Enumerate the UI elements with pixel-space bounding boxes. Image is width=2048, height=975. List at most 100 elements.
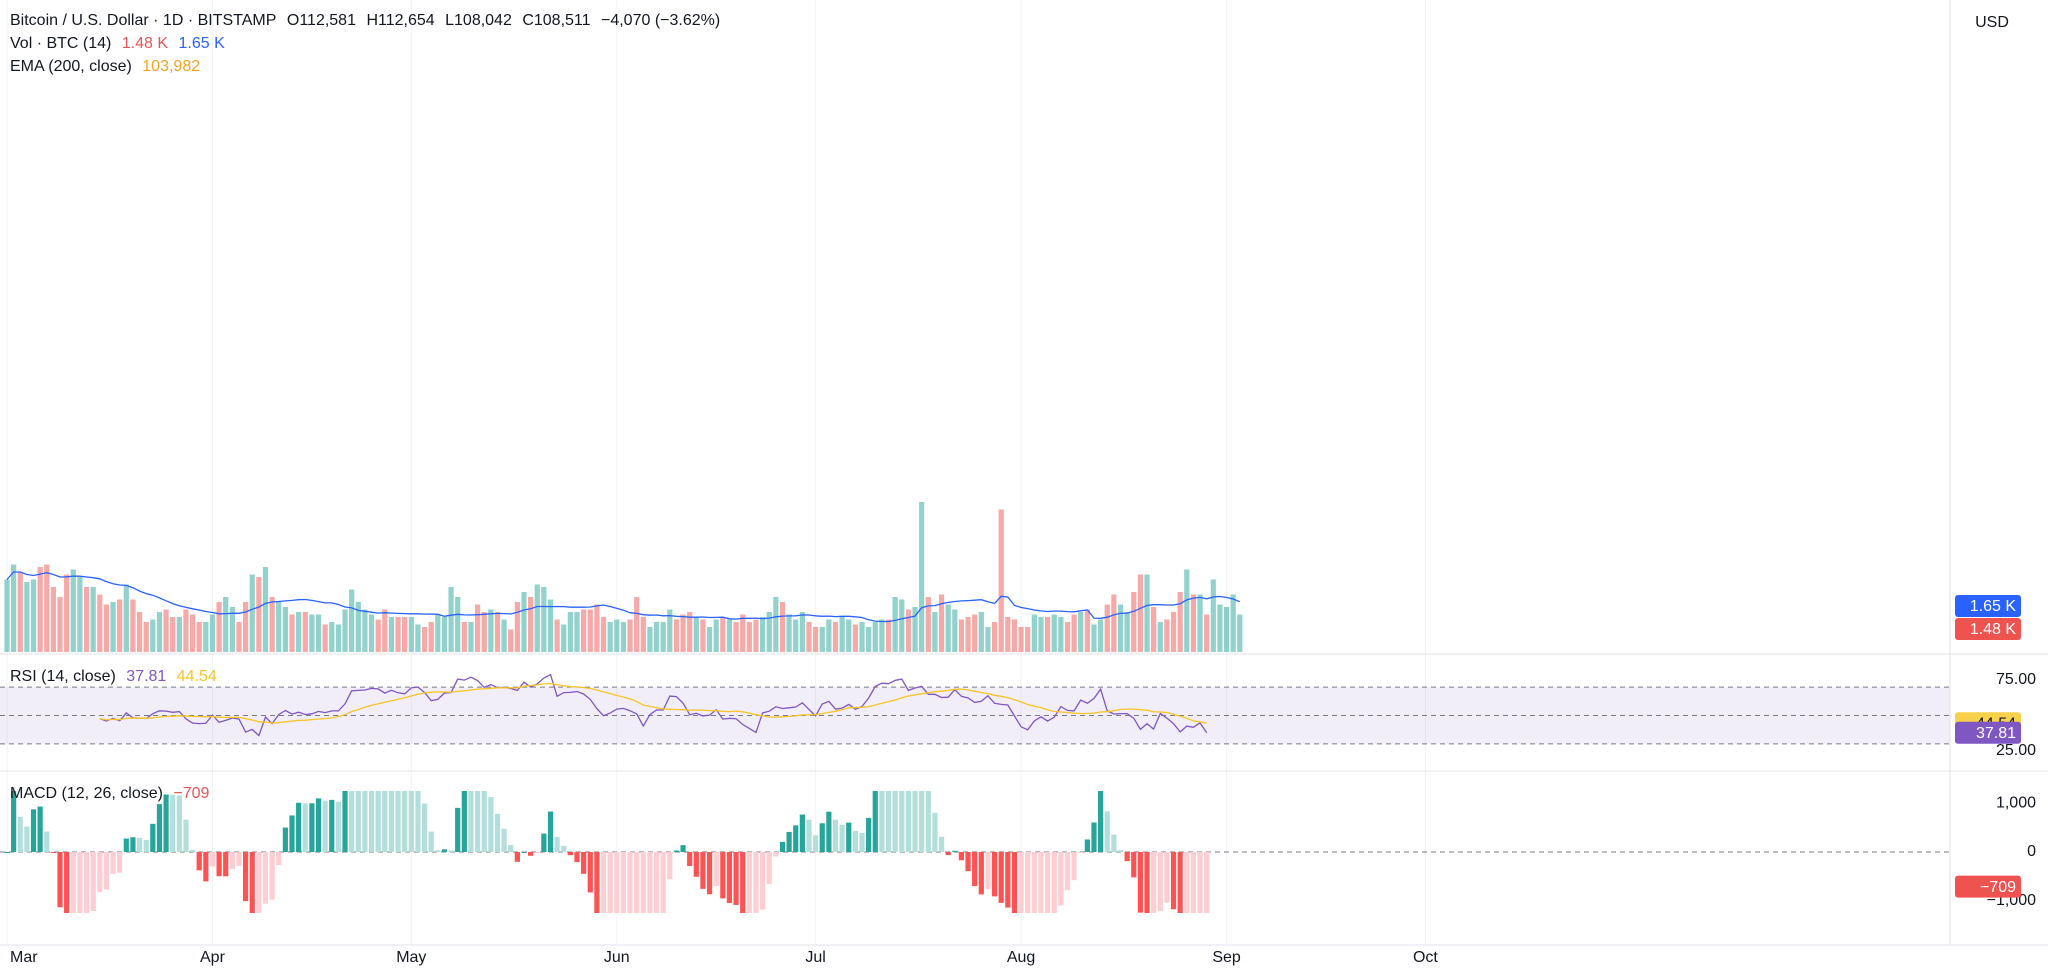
volume-bar <box>488 609 494 652</box>
volume-bar <box>700 619 706 652</box>
macd-hist-bar <box>83 852 90 913</box>
macd-hist-bar <box>600 852 607 913</box>
macd-hist-bar <box>766 852 772 884</box>
volume-bar <box>872 622 878 652</box>
volume-pane[interactable] <box>4 502 1243 652</box>
volume-bar <box>395 617 401 652</box>
macd-hist-bar <box>1098 791 1104 852</box>
volume-bar <box>123 584 129 652</box>
volume-bar <box>262 567 269 652</box>
macd-hist-bar <box>839 824 845 852</box>
macd-hist-bar <box>448 850 454 852</box>
macd-hist-bar <box>468 791 474 852</box>
macd-tick-label: 0 <box>2027 843 2036 860</box>
volume-bar <box>574 612 580 652</box>
macd-hist-bar <box>441 849 448 852</box>
volume-bar <box>83 587 90 652</box>
volume-bar <box>309 614 315 652</box>
macd-hist-bar <box>335 801 341 852</box>
currency-button[interactable]: USD <box>1960 8 2024 38</box>
macd-hist-bar <box>773 852 779 857</box>
macd-tick-label: 1,000 <box>1996 794 2036 811</box>
volume-bar <box>461 622 467 652</box>
macd-hist-bar <box>1058 852 1064 906</box>
macd-hist-bar <box>587 852 593 893</box>
volume-ma-line <box>6 571 1241 623</box>
macd-label: MACD (12, 26, close) <box>10 785 163 802</box>
ema-legend[interactable]: EMA (200, close) 103,982 <box>10 56 206 78</box>
macd-hist-bar <box>163 794 169 852</box>
volume-bar <box>1031 614 1037 652</box>
volume-bar <box>806 622 812 652</box>
volume-bar <box>647 627 653 652</box>
volume-bar <box>746 622 752 652</box>
volume-bar <box>693 617 699 652</box>
rsi-badge-text: 37.81 <box>1976 725 2016 742</box>
macd-hist-bar <box>1124 852 1130 862</box>
volume-bar <box>103 604 110 652</box>
macd-hist-bar <box>985 852 991 890</box>
symbol-title[interactable]: Bitcoin / U.S. Dollar · 1D · BITSTAMP <box>10 12 277 29</box>
volume-badge-text: 1.48 K <box>1970 621 2017 638</box>
volume-bar <box>355 602 361 652</box>
macd-hist-bar <box>726 852 733 904</box>
volume-bar <box>554 619 560 652</box>
macd-hist-bar <box>998 852 1004 903</box>
volume-bar <box>388 617 395 652</box>
macd-hist-bar <box>44 831 50 852</box>
macd-hist-bar <box>826 811 832 852</box>
rsi-pane[interactable] <box>0 673 1950 745</box>
macd-hist-bar <box>1051 852 1057 913</box>
macd-hist-bar <box>627 852 633 913</box>
macd-pane[interactable] <box>0 791 1950 913</box>
rsi-badge: 37.81 <box>1955 721 2021 744</box>
macd-hist-bar <box>136 837 143 852</box>
main-legend: Bitcoin / U.S. Dollar · 1D · BITSTAMP O1… <box>10 10 726 32</box>
volume-bar <box>1051 614 1057 652</box>
volume-legend[interactable]: Vol · BTC (14) 1.48 K 1.65 K <box>10 33 231 55</box>
macd-hist-bar <box>759 852 766 910</box>
volume-ma-badge-bg <box>1955 595 2021 617</box>
volume-bar <box>614 619 620 652</box>
volume-bar <box>189 614 196 652</box>
macd-hist-bar <box>203 852 209 882</box>
volume-bar <box>421 627 428 652</box>
volume-bar <box>342 609 348 652</box>
volume-bar <box>11 564 17 652</box>
volume-bar <box>547 599 554 652</box>
macd-hist-bar <box>905 791 912 852</box>
macd-hist-bar <box>693 852 699 877</box>
volume-bar <box>905 609 912 652</box>
volume-bar <box>1217 604 1223 652</box>
macd-legend[interactable]: MACD (12, 26, close) −709 <box>10 783 215 805</box>
volume-bar <box>813 627 819 652</box>
macd-hist-bar <box>680 845 686 852</box>
volume-bar <box>607 622 613 652</box>
macd-hist-bar <box>57 852 63 908</box>
macd-hist-bar <box>700 852 706 889</box>
macd-hist-bar <box>634 852 640 913</box>
macd-hist-bar <box>653 852 660 913</box>
volume-bar <box>1131 592 1137 652</box>
volume-bar <box>773 597 779 652</box>
volume-bar <box>653 622 660 652</box>
macd-hist-bar <box>885 791 892 852</box>
macd-hist-bar <box>11 791 17 852</box>
macd-hist-bar <box>1117 850 1124 852</box>
volume-bar <box>508 629 514 652</box>
macd-hist-bar <box>706 852 713 895</box>
rsi-legend[interactable]: RSI (14, close) 37.81 44.54 <box>10 666 223 688</box>
macd-hist-bar <box>746 852 752 913</box>
macd-hist-bar <box>541 833 547 852</box>
volume-bar <box>581 609 587 652</box>
volume-bar <box>329 622 335 652</box>
macd-hist-bar <box>4 852 10 853</box>
macd-hist-bar <box>256 852 262 913</box>
macd-hist-bar <box>793 825 799 852</box>
volume-bar <box>1111 594 1117 652</box>
x-tick-label: Jun <box>604 949 630 966</box>
volume-bar <box>1237 614 1243 652</box>
